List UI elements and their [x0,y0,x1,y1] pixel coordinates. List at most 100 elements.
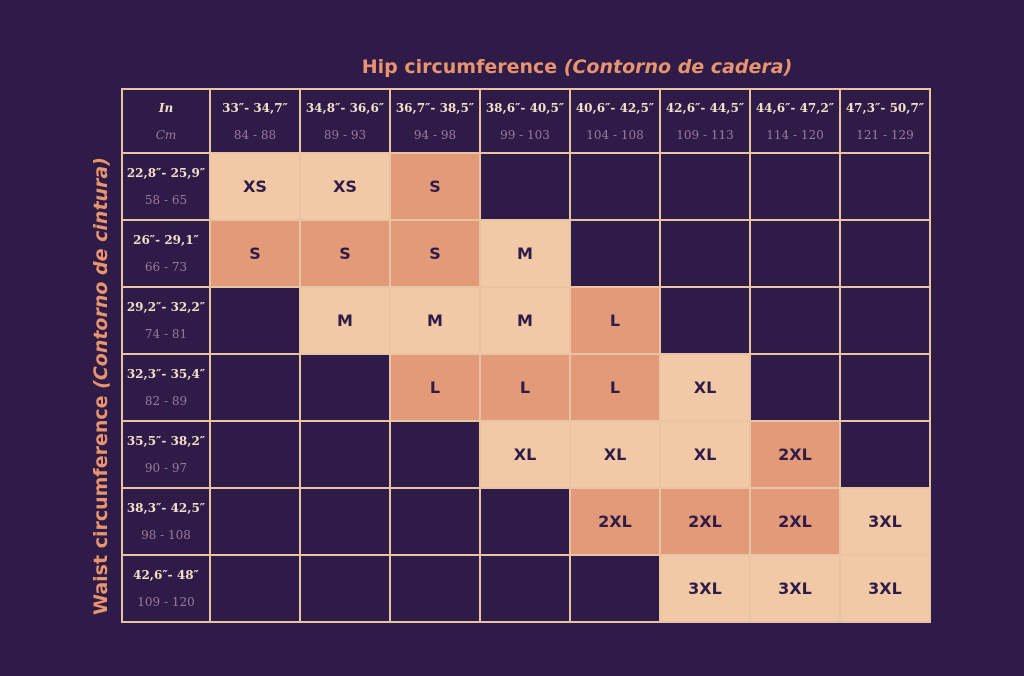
size-label: M [517,244,533,263]
hip-cm: 104 - 108 [586,127,644,142]
empty-cell [841,422,931,489]
empty-cell [481,489,571,556]
size-label: L [609,378,621,397]
waist-inches: 42,6″- 48″ [133,568,199,582]
waist-row-header: 42,6″- 48″ 109 - 120 [121,556,211,623]
hip-column-header: 33″- 34,7″ 84 - 88 [211,88,301,154]
waist-cm: 66 - 73 [144,260,188,274]
waist-cm: 82 - 89 [144,394,188,408]
waist-cm: 98 - 108 [141,528,191,542]
empty-cell [391,489,481,556]
waist-row-header: 29,2″- 32,2″ 74 - 81 [121,288,211,355]
hip-column-header: 42,6″- 44,5″ 109 - 113 [661,88,751,154]
size-cell: XS [211,154,301,221]
size-label: 3XL [868,579,902,598]
size-cell: 3XL [841,489,931,556]
empty-cell [571,221,661,288]
size-cell: XL [481,422,571,489]
empty-cell [391,422,481,489]
size-cell: L [571,288,661,355]
size-label: 2XL [778,445,812,464]
hip-cm: 99 - 103 [500,127,550,142]
corner-cm-label: Cm [155,127,177,142]
size-cell: S [211,221,301,288]
size-cell: 2XL [751,422,841,489]
empty-cell [211,288,301,355]
size-label: S [429,244,441,263]
empty-cell [481,154,571,221]
size-label: 3XL [688,579,722,598]
empty-cell [301,422,391,489]
hip-inches: 33″- 34,7″ [222,100,288,115]
size-label: 2XL [598,512,632,531]
waist-inches: 32,3″- 35,4″ [126,367,206,381]
size-cell: 3XL [751,556,841,623]
hip-inches: 36,7″- 38,5″ [395,100,475,115]
size-label: XS [243,177,267,196]
empty-cell [391,556,481,623]
empty-cell [661,221,751,288]
waist-row-header: 35,5″- 38,2″ 90 - 97 [121,422,211,489]
size-label: 2XL [778,512,812,531]
size-label: L [609,311,621,330]
hip-inches: 42,6″- 44,5″ [665,100,745,115]
empty-cell [301,489,391,556]
waist-inches: 38,3″- 42,5″ [126,501,206,515]
size-label: 3XL [778,579,812,598]
empty-cell [211,556,301,623]
waist-circumference-title: Waist circumference (Contorno de cintura… [90,157,112,615]
size-cell: L [391,355,481,422]
size-label: XS [333,177,357,196]
size-label: L [429,378,441,397]
hip-inches: 38,6″- 40,5″ [485,100,565,115]
size-chart-grid: In Cm 33″- 34,7″ 84 - 88 34,8″- 36,6″ 89 - 93… [121,88,931,623]
waist-title-sub: (Contorno de cintura) [90,157,112,389]
size-cell: S [391,221,481,288]
empty-cell [751,288,841,355]
size-label: M [517,311,533,330]
waist-row-header: 38,3″- 42,5″ 98 - 108 [121,489,211,556]
size-label: L [519,378,531,397]
size-label: XL [693,378,717,397]
size-cell: XL [661,422,751,489]
size-cell: 2XL [751,489,841,556]
size-label: XL [513,445,537,464]
size-label: S [339,244,351,263]
size-cell: XL [661,355,751,422]
size-cell: L [481,355,571,422]
empty-cell [841,355,931,422]
empty-cell [301,556,391,623]
hip-column-header: 40,6″- 42,5″ 104 - 108 [571,88,661,154]
hip-column-header: 47,3″- 50,7″ 121 - 129 [841,88,931,154]
waist-cm: 90 - 97 [144,461,188,475]
hip-column-header: 38,6″- 40,5″ 99 - 103 [481,88,571,154]
size-label: XL [603,445,627,464]
size-cell: 3XL [661,556,751,623]
waist-inches: 35,5″- 38,2″ [126,434,206,448]
empty-cell [841,288,931,355]
empty-cell [571,556,661,623]
hip-cm: 109 - 113 [676,127,734,142]
size-cell: 2XL [571,489,661,556]
size-label: S [249,244,261,263]
hip-cm: 89 - 93 [323,127,367,142]
hip-inches: 34,8″- 36,6″ [305,100,385,115]
empty-cell [661,288,751,355]
waist-inches: 22,8″- 25,9″ [126,166,206,180]
empty-cell [841,221,931,288]
waist-row-header: 22,8″- 25,9″ 58 - 65 [121,154,211,221]
hip-column-header: 44,6″- 47,2″ 114 - 120 [751,88,841,154]
waist-title-main: Waist circumference [90,388,112,615]
waist-row-header: 32,3″- 35,4″ 82 - 89 [121,355,211,422]
size-label: M [427,311,443,330]
empty-cell [751,355,841,422]
empty-cell [841,154,931,221]
size-label: S [429,177,441,196]
hip-title-sub: (Contorno de cadera) [563,56,793,78]
waist-cm: 58 - 65 [144,193,188,207]
size-cell: XS [301,154,391,221]
size-label: XL [693,445,717,464]
waist-row-header: 26″- 29,1″ 66 - 73 [121,221,211,288]
size-cell: M [481,288,571,355]
size-label: 2XL [688,512,722,531]
